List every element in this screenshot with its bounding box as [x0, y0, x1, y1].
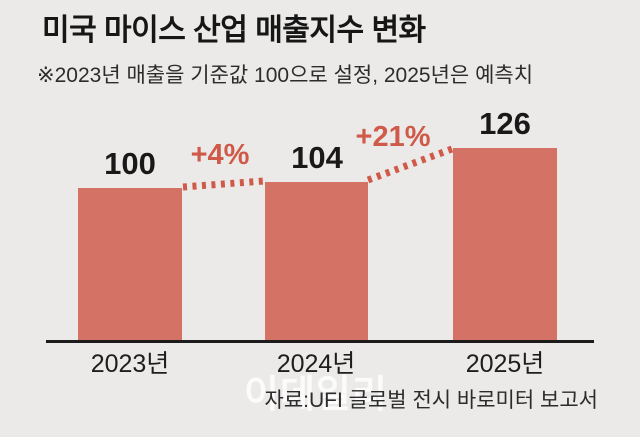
change-label-2024: +4% — [190, 139, 250, 171]
value-label-2025: 126 — [479, 106, 531, 141]
connector-2023-2024 — [182, 177, 265, 191]
value-label-2023: 100 — [104, 146, 156, 181]
change-label-2025: +21% — [355, 121, 431, 153]
bar-2023 — [78, 188, 182, 342]
chart-subtitle: ※2023년 매출을 기준값 100으로 설정, 2025년은 예측치 — [37, 64, 534, 87]
chart-title: 미국 마이스 산업 매출지수 변화 — [42, 14, 426, 47]
x-tick-2023: 2023년 — [90, 350, 170, 378]
bar-2024 — [265, 182, 368, 342]
x-tick-2024: 2024년 — [276, 350, 356, 378]
bar-2025 — [453, 148, 557, 342]
value-label-2024: 104 — [291, 140, 343, 175]
x-tick-2025: 2025년 — [465, 350, 545, 378]
connector-2024-2025 — [366, 145, 454, 184]
x-axis-line — [46, 340, 594, 343]
source-credit: 자료:UFI 글로벌 전시 바로미터 보고서 — [264, 389, 598, 412]
publisher-watermark: 이데일리 — [244, 374, 388, 416]
